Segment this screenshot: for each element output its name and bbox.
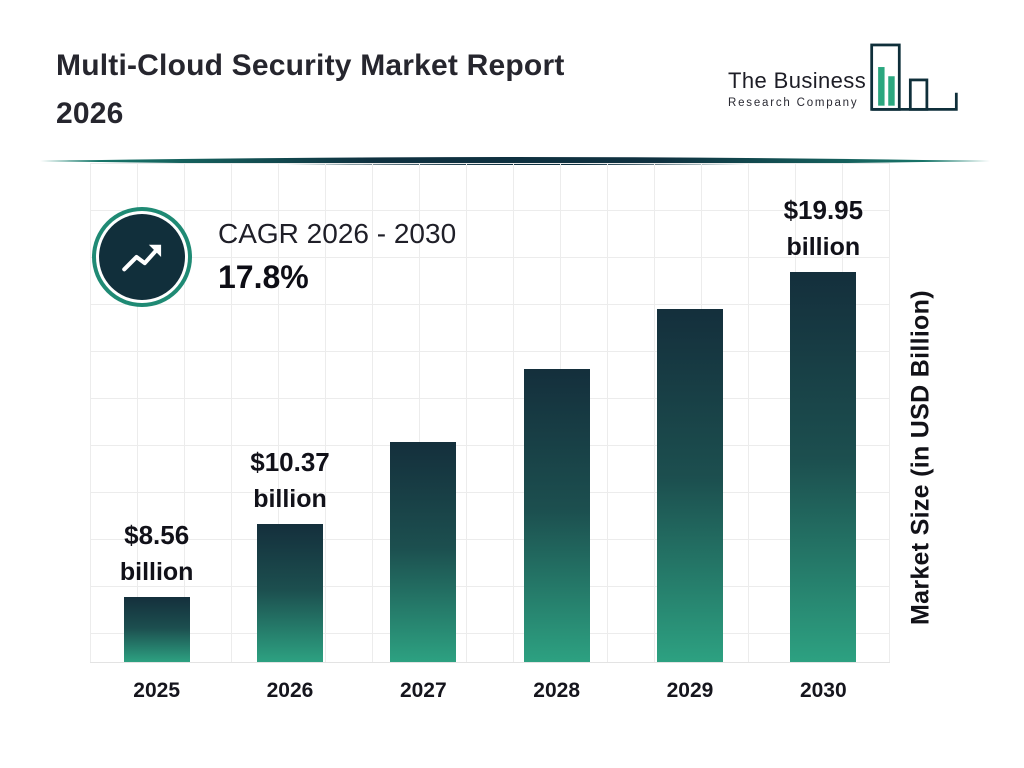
bar-label-value: $19.95 [783, 195, 864, 226]
cagr-label: CAGR 2026 - 2030 [218, 218, 457, 249]
cagr-badge: CAGR 2026 - 2030 17.8% [90, 205, 456, 309]
x-tick-2030: 2030 [799, 679, 847, 702]
x-tick-2025: 2025 [133, 679, 181, 702]
bar-label-unit: billion [119, 558, 194, 587]
bar-2026 [257, 524, 323, 662]
x-tick-2029: 2029 [666, 679, 714, 702]
x-tick-2027: 2027 [399, 679, 447, 702]
bar-value-label-2026: $10.37 billion [200, 447, 380, 514]
bar-value-label-2025: $8.56 billion [67, 520, 247, 587]
bar-value-label-2030: $19.95 billion [733, 195, 913, 262]
bar-2028 [523, 369, 590, 662]
title-divider [40, 153, 990, 165]
cagr-value: 17.8% [218, 259, 309, 295]
bar-label-unit: billion [253, 485, 327, 514]
bar-label-unit: billion [786, 233, 861, 262]
x-tick-2028: 2028 [533, 679, 581, 702]
bar-2025 [123, 597, 190, 662]
bar-2029 [657, 309, 723, 662]
cagr-text: CAGR 2026 - 2030 17.8% [218, 218, 456, 296]
bar-label-value: $10.37 [250, 447, 330, 478]
bar-2030 [790, 272, 857, 662]
logo-text-line1: The Business [728, 68, 867, 93]
x-axis-labels: 2025 2026 2027 2028 2029 2030 [90, 679, 890, 713]
bar-label-value: $8.56 [124, 520, 190, 551]
bar-chart-plot-area: $8.56 billion $10.37 billion $19.95 billion [90, 163, 890, 663]
trend-up-icon [99, 214, 185, 300]
logo-text-line2: Research Company [728, 97, 859, 109]
x-tick-2026: 2026 [266, 679, 314, 702]
page-title: Multi-Cloud Security Market Report 2026 [56, 49, 565, 130]
logo-bar-chart-icon [868, 40, 960, 123]
y-axis-label: Market Size (in USD Billion) [906, 290, 935, 625]
company-logo: The Business Research Company [728, 43, 968, 138]
bar-2027 [390, 442, 457, 662]
